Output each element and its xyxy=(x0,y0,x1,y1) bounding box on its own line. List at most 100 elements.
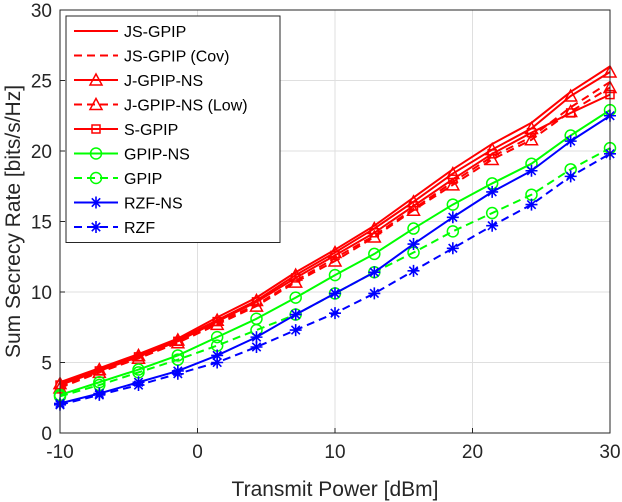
asterisk-marker xyxy=(90,221,102,233)
legend-label: RZF xyxy=(124,220,155,237)
legend-label: RZF-NS xyxy=(124,196,183,213)
y-tick-label: 30 xyxy=(31,1,52,22)
circle-marker xyxy=(171,349,185,362)
asterisk-marker xyxy=(525,198,538,211)
asterisk-marker xyxy=(171,367,184,380)
series-layer xyxy=(52,64,618,411)
asterisk-marker xyxy=(329,307,341,320)
asterisk-marker xyxy=(486,219,499,232)
asterisk-marker xyxy=(250,331,263,344)
series-line xyxy=(59,65,611,384)
legend: JS-GPIP JS-GPIP (Cov) J-GPIP-NS J-GPIP-NS (… xyxy=(65,15,281,243)
legend-label: J-GPIP-NS (Low) xyxy=(124,98,248,115)
asterisk-marker xyxy=(93,388,106,401)
asterisk-marker xyxy=(564,170,577,183)
legend-entry: RZF-NS xyxy=(74,196,183,213)
circle-marker xyxy=(446,225,460,238)
triangle-marker xyxy=(327,253,343,267)
asterisk-marker xyxy=(446,242,459,255)
x-tick-label: -10 xyxy=(46,442,73,463)
y-tick-label: 15 xyxy=(31,213,52,234)
legend-entry: GPIP xyxy=(74,171,162,188)
square-marker xyxy=(448,174,458,184)
square-marker xyxy=(526,127,537,138)
asterisk-marker xyxy=(446,211,459,224)
square-marker xyxy=(330,250,340,261)
asterisk-marker xyxy=(329,287,341,300)
square-marker xyxy=(487,149,497,159)
x-tick-label: 10 xyxy=(324,442,345,463)
y-tick-label: 5 xyxy=(41,354,52,375)
y-tick-label: 20 xyxy=(31,142,52,163)
square-marker xyxy=(94,366,105,376)
circle-marker xyxy=(89,171,103,185)
circle-marker xyxy=(210,330,224,344)
square-marker xyxy=(408,201,419,211)
asterisk-marker xyxy=(407,264,420,277)
asterisk-marker xyxy=(525,164,538,177)
asterisk-marker xyxy=(564,135,577,148)
square-marker xyxy=(290,273,301,283)
asterisk-marker xyxy=(289,324,302,337)
series-rzf xyxy=(54,147,616,411)
triangle-marker xyxy=(563,88,578,102)
square-marker xyxy=(212,316,222,327)
legend-label: J-GPIP-NS xyxy=(124,73,203,90)
square-marker xyxy=(91,124,101,134)
y-tick-label: 25 xyxy=(31,72,52,93)
x-tick-label: 0 xyxy=(192,442,203,463)
square-marker xyxy=(565,108,576,118)
asterisk-marker xyxy=(407,238,420,251)
asterisk-marker xyxy=(211,349,224,362)
circle-marker xyxy=(89,147,103,160)
asterisk-marker xyxy=(289,308,302,321)
asterisk-marker xyxy=(211,356,224,369)
series-line xyxy=(59,86,611,389)
y-axis-label: Sum Secrecy Rate [bits/s/Hz] xyxy=(2,85,25,358)
asterisk-marker xyxy=(90,196,102,209)
legend-entry: JS-GPIP xyxy=(74,24,186,41)
circle-marker xyxy=(328,268,342,282)
triangle-marker xyxy=(484,151,500,166)
y-tick-label: 0 xyxy=(41,424,52,445)
x-tick-label: 20 xyxy=(462,442,483,463)
triangle-marker xyxy=(88,96,104,111)
legend-entry: GPIP-NS xyxy=(74,147,190,164)
square-marker xyxy=(173,336,183,347)
triangle-marker xyxy=(524,132,539,146)
asterisk-marker xyxy=(486,185,499,198)
legend-entry: RZF xyxy=(74,220,155,237)
legend-label: JS-GPIP (Cov) xyxy=(124,49,230,66)
square-marker xyxy=(133,352,144,362)
circle-marker xyxy=(407,222,420,235)
square-marker xyxy=(369,228,380,238)
legend-entry: J-GPIP-NS xyxy=(74,72,203,90)
asterisk-marker xyxy=(368,266,381,279)
x-axis-label: Transmit Power [dBm] xyxy=(232,478,439,501)
asterisk-marker xyxy=(250,340,263,353)
circle-marker xyxy=(485,206,499,220)
circle-marker xyxy=(289,291,302,304)
circle-marker xyxy=(368,247,381,261)
square-marker xyxy=(251,297,262,307)
legend-entry: S-GPIP xyxy=(74,122,178,139)
series-line xyxy=(59,147,611,398)
legend-label: JS-GPIP xyxy=(124,24,186,41)
circle-marker xyxy=(210,339,224,352)
series-js-gpip xyxy=(59,65,611,384)
series-line xyxy=(59,109,611,396)
series-s-gpip xyxy=(55,89,615,390)
triangle-marker xyxy=(445,177,461,191)
y-tick-label: 10 xyxy=(31,283,52,304)
legend-entry: JS-GPIP (Cov) xyxy=(74,49,230,66)
series-line xyxy=(59,71,611,385)
legend-label: GPIP-NS xyxy=(124,147,190,164)
asterisk-marker xyxy=(368,287,381,300)
series-line xyxy=(59,93,611,387)
triangle-marker xyxy=(88,72,104,86)
legend-entry: J-GPIP-NS (Low) xyxy=(74,96,248,115)
legend-label: S-GPIP xyxy=(124,122,178,139)
asterisk-marker xyxy=(132,379,145,392)
